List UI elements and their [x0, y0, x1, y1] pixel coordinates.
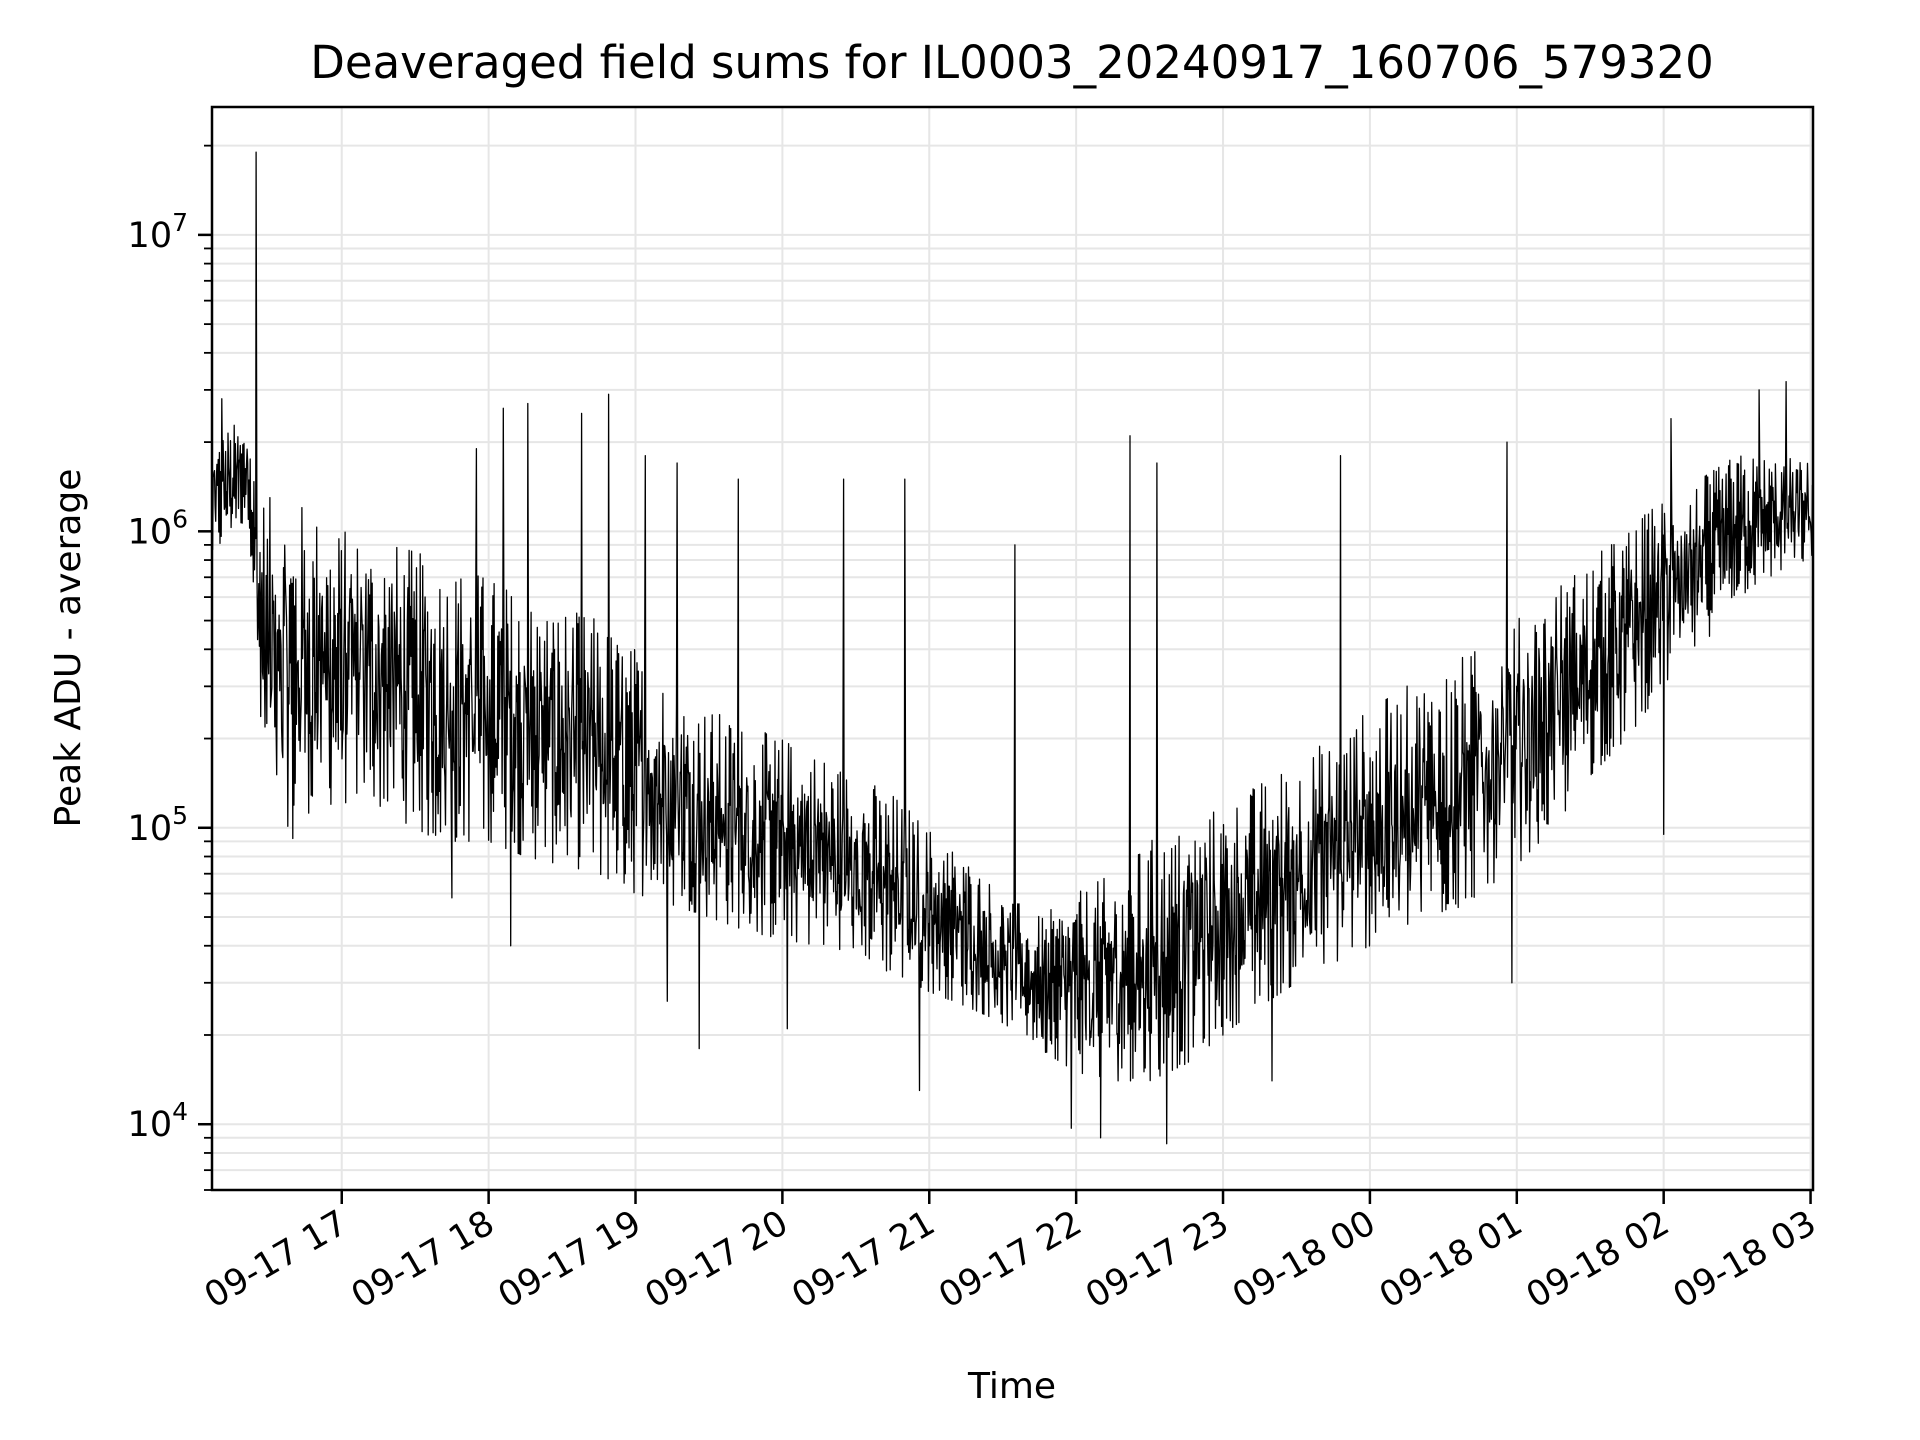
y-tick-label: 105 — [128, 801, 188, 849]
y-tick-label: 107 — [128, 208, 188, 256]
grid — [212, 107, 1813, 1191]
y-axis-label: Peak ADU - average — [48, 469, 89, 828]
series-line — [211, 151, 1814, 1145]
data-series — [211, 151, 1814, 1145]
chart-title: Deaveraged field sums for IL0003_2024091… — [310, 36, 1714, 89]
y-tick-label: 106 — [128, 504, 188, 552]
y-axis: 104 105 106 107 — [128, 144, 212, 1191]
y-tick-label: 104 — [128, 1097, 188, 1145]
x-axis-label: Time — [967, 1366, 1056, 1407]
